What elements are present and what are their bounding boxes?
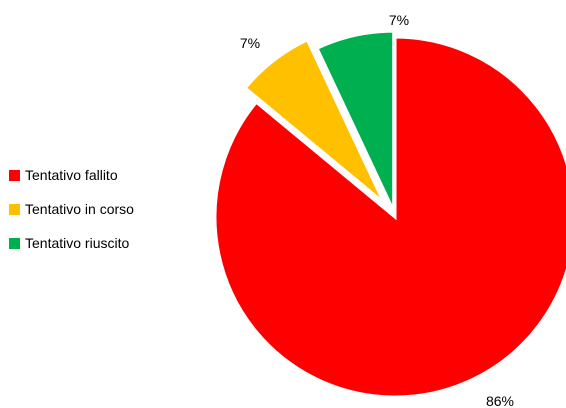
legend-item-tentativo-fallito: Tentativo fallito — [9, 164, 134, 186]
legend-swatch-green — [9, 237, 20, 249]
legend-item-tentativo-in-corso: Tentativo in corso — [9, 198, 134, 220]
legend-label-tentativo-fallito: Tentativo fallito — [25, 167, 118, 183]
chart-legend: Tentativo fallito Tentativo in corso Ten… — [9, 164, 134, 266]
legend-swatch-yellow — [9, 203, 20, 215]
pie-data-labels: 86% 7% 7% — [240, 12, 514, 408]
pie-slices — [213, 29, 566, 399]
pie-data-label-2: 7% — [389, 12, 409, 28]
legend-swatch-red — [9, 169, 20, 181]
pie-data-label-0: 86% — [486, 393, 514, 408]
legend-label-tentativo-in-corso: Tentativo in corso — [25, 201, 134, 217]
pie-slice-0 — [213, 35, 566, 399]
pie-data-label-1: 7% — [240, 35, 260, 51]
legend-label-tentativo-riuscito: Tentativo riuscito — [25, 235, 130, 251]
pie-slice-1 — [243, 37, 386, 204]
legend-item-tentativo-riuscito: Tentativo riuscito — [9, 232, 134, 254]
pie-slice-2 — [315, 29, 396, 212]
